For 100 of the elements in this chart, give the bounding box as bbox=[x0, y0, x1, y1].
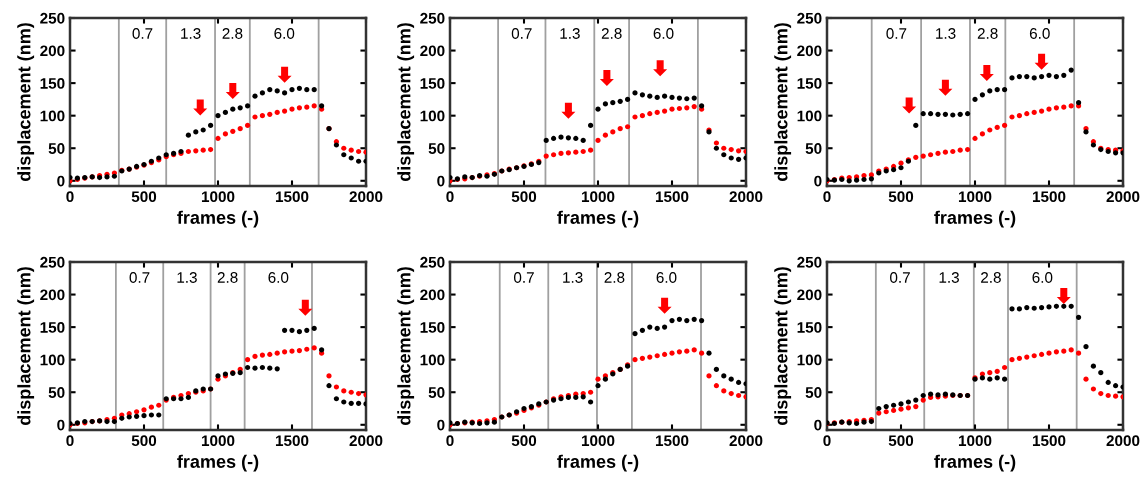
y-tick-label: 250 bbox=[40, 256, 65, 268]
y-tick-label: 0 bbox=[57, 175, 65, 187]
x-tick-label: 2000 bbox=[729, 191, 763, 203]
x-tick-label: 0 bbox=[66, 191, 74, 203]
y-axis-title: displacement (nm) bbox=[17, 267, 35, 426]
y-tick-label: 200 bbox=[40, 289, 65, 301]
x-tick-label: 500 bbox=[511, 435, 537, 447]
y-tick-label: 0 bbox=[814, 175, 822, 187]
x-tick-label: 500 bbox=[131, 435, 157, 447]
y-tick-label: 250 bbox=[420, 12, 445, 24]
x-axis-title: frames (-) bbox=[557, 454, 639, 472]
x-axis-title: frames (-) bbox=[934, 210, 1016, 228]
y-tick-label: 150 bbox=[797, 321, 822, 333]
y-tick-label: 100 bbox=[797, 354, 822, 366]
x-tick-label: 500 bbox=[888, 435, 914, 447]
y-axis-title: displacement (nm) bbox=[774, 267, 792, 426]
y-tick-label: 250 bbox=[797, 12, 822, 24]
annotation: 2.8 bbox=[222, 28, 243, 39]
x-tick-label: 1000 bbox=[958, 191, 992, 203]
x-tick-label: 1000 bbox=[201, 435, 235, 447]
y-tick-label: 150 bbox=[40, 321, 65, 333]
y-tick-label: 150 bbox=[797, 77, 822, 89]
y-tick-label: 250 bbox=[420, 256, 445, 268]
annotation: 2.8 bbox=[977, 28, 998, 39]
annotation: 0.7 bbox=[511, 28, 532, 39]
annotation: 0.7 bbox=[513, 272, 534, 283]
annotation: 6.0 bbox=[274, 28, 295, 39]
y-tick-label: 50 bbox=[48, 387, 65, 398]
x-tick-label: 1500 bbox=[655, 435, 689, 447]
annotation: 2.8 bbox=[604, 272, 625, 283]
x-tick-label: 2000 bbox=[349, 191, 383, 203]
y-axis-title: displacement (nm) bbox=[774, 23, 792, 182]
x-tick-label: 1500 bbox=[1032, 435, 1066, 447]
annotation: 2.8 bbox=[601, 28, 622, 39]
x-axis-title: frames (-) bbox=[177, 210, 259, 228]
x-tick-label: 1000 bbox=[201, 191, 235, 203]
y-tick-label: 50 bbox=[428, 387, 445, 398]
annotation: 6.0 bbox=[1032, 272, 1053, 283]
y-tick-label: 100 bbox=[40, 354, 65, 366]
annotation: 2.8 bbox=[981, 272, 1001, 283]
x-axis-title: frames (-) bbox=[177, 454, 259, 472]
annotation: 2.8 bbox=[217, 272, 238, 283]
y-tick-label: 100 bbox=[40, 110, 65, 122]
y-tick-label: 150 bbox=[420, 77, 445, 89]
x-tick-label: 0 bbox=[446, 191, 454, 203]
x-tick-label: 1000 bbox=[581, 191, 615, 203]
x-axis-title: frames (-) bbox=[934, 454, 1016, 472]
x-tick-label: 2000 bbox=[1106, 435, 1140, 447]
x-tick-label: 1000 bbox=[958, 435, 992, 447]
x-tick-label: 1500 bbox=[275, 191, 309, 203]
y-axis-title: displacement (nm) bbox=[397, 23, 415, 182]
y-tick-label: 200 bbox=[797, 289, 822, 301]
y-tick-label: 50 bbox=[428, 143, 445, 154]
y-tick-label: 200 bbox=[420, 289, 445, 301]
x-tick-label: 1500 bbox=[275, 435, 309, 447]
x-tick-label: 0 bbox=[823, 435, 831, 447]
y-tick-label: 150 bbox=[40, 77, 65, 89]
x-tick-label: 1000 bbox=[581, 435, 615, 447]
x-tick-label: 500 bbox=[888, 191, 914, 203]
annotation: 1.3 bbox=[939, 272, 959, 283]
annotation: 1.3 bbox=[181, 28, 201, 39]
annotation: 6.0 bbox=[268, 272, 289, 283]
y-tick-label: 200 bbox=[40, 45, 65, 57]
annotation: 0.7 bbox=[132, 28, 153, 39]
y-tick-label: 250 bbox=[40, 12, 65, 24]
x-tick-label: 0 bbox=[66, 435, 74, 447]
x-tick-label: 1500 bbox=[655, 191, 689, 203]
y-tick-label: 150 bbox=[420, 321, 445, 333]
y-tick-label: 100 bbox=[420, 110, 445, 122]
annotation: 1.3 bbox=[560, 28, 580, 39]
x-tick-label: 0 bbox=[446, 435, 454, 447]
x-tick-label: 500 bbox=[131, 191, 157, 203]
y-tick-label: 100 bbox=[797, 110, 822, 122]
y-tick-label: 50 bbox=[805, 143, 822, 154]
y-tick-label: 0 bbox=[437, 419, 445, 431]
y-tick-label: 200 bbox=[420, 45, 445, 57]
x-tick-label: 1500 bbox=[1032, 191, 1066, 203]
annotation: 6.0 bbox=[653, 28, 674, 39]
annotation: 0.7 bbox=[129, 272, 150, 283]
annotation: 1.3 bbox=[177, 272, 197, 283]
x-tick-label: 2000 bbox=[729, 435, 763, 447]
annotation: 0.7 bbox=[886, 28, 907, 39]
y-tick-label: 0 bbox=[814, 419, 822, 431]
x-axis-title: frames (-) bbox=[557, 210, 639, 228]
y-axis-title: displacement (nm) bbox=[17, 23, 35, 182]
y-tick-label: 200 bbox=[797, 45, 822, 57]
x-tick-label: 500 bbox=[511, 191, 537, 203]
x-tick-label: 0 bbox=[823, 191, 831, 203]
y-tick-label: 50 bbox=[48, 143, 65, 154]
annotation: 1.3 bbox=[936, 28, 956, 39]
annotation: 6.0 bbox=[1029, 28, 1050, 39]
y-tick-label: 250 bbox=[797, 256, 822, 268]
x-tick-label: 2000 bbox=[349, 435, 383, 447]
annotation: 1.3 bbox=[563, 272, 583, 283]
y-tick-label: 100 bbox=[420, 354, 445, 366]
y-axis-title: displacement (nm) bbox=[397, 267, 415, 426]
x-tick-label: 2000 bbox=[1106, 191, 1140, 203]
annotation: 6.0 bbox=[656, 272, 677, 283]
y-tick-label: 50 bbox=[805, 387, 822, 398]
y-tick-label: 0 bbox=[57, 419, 65, 431]
